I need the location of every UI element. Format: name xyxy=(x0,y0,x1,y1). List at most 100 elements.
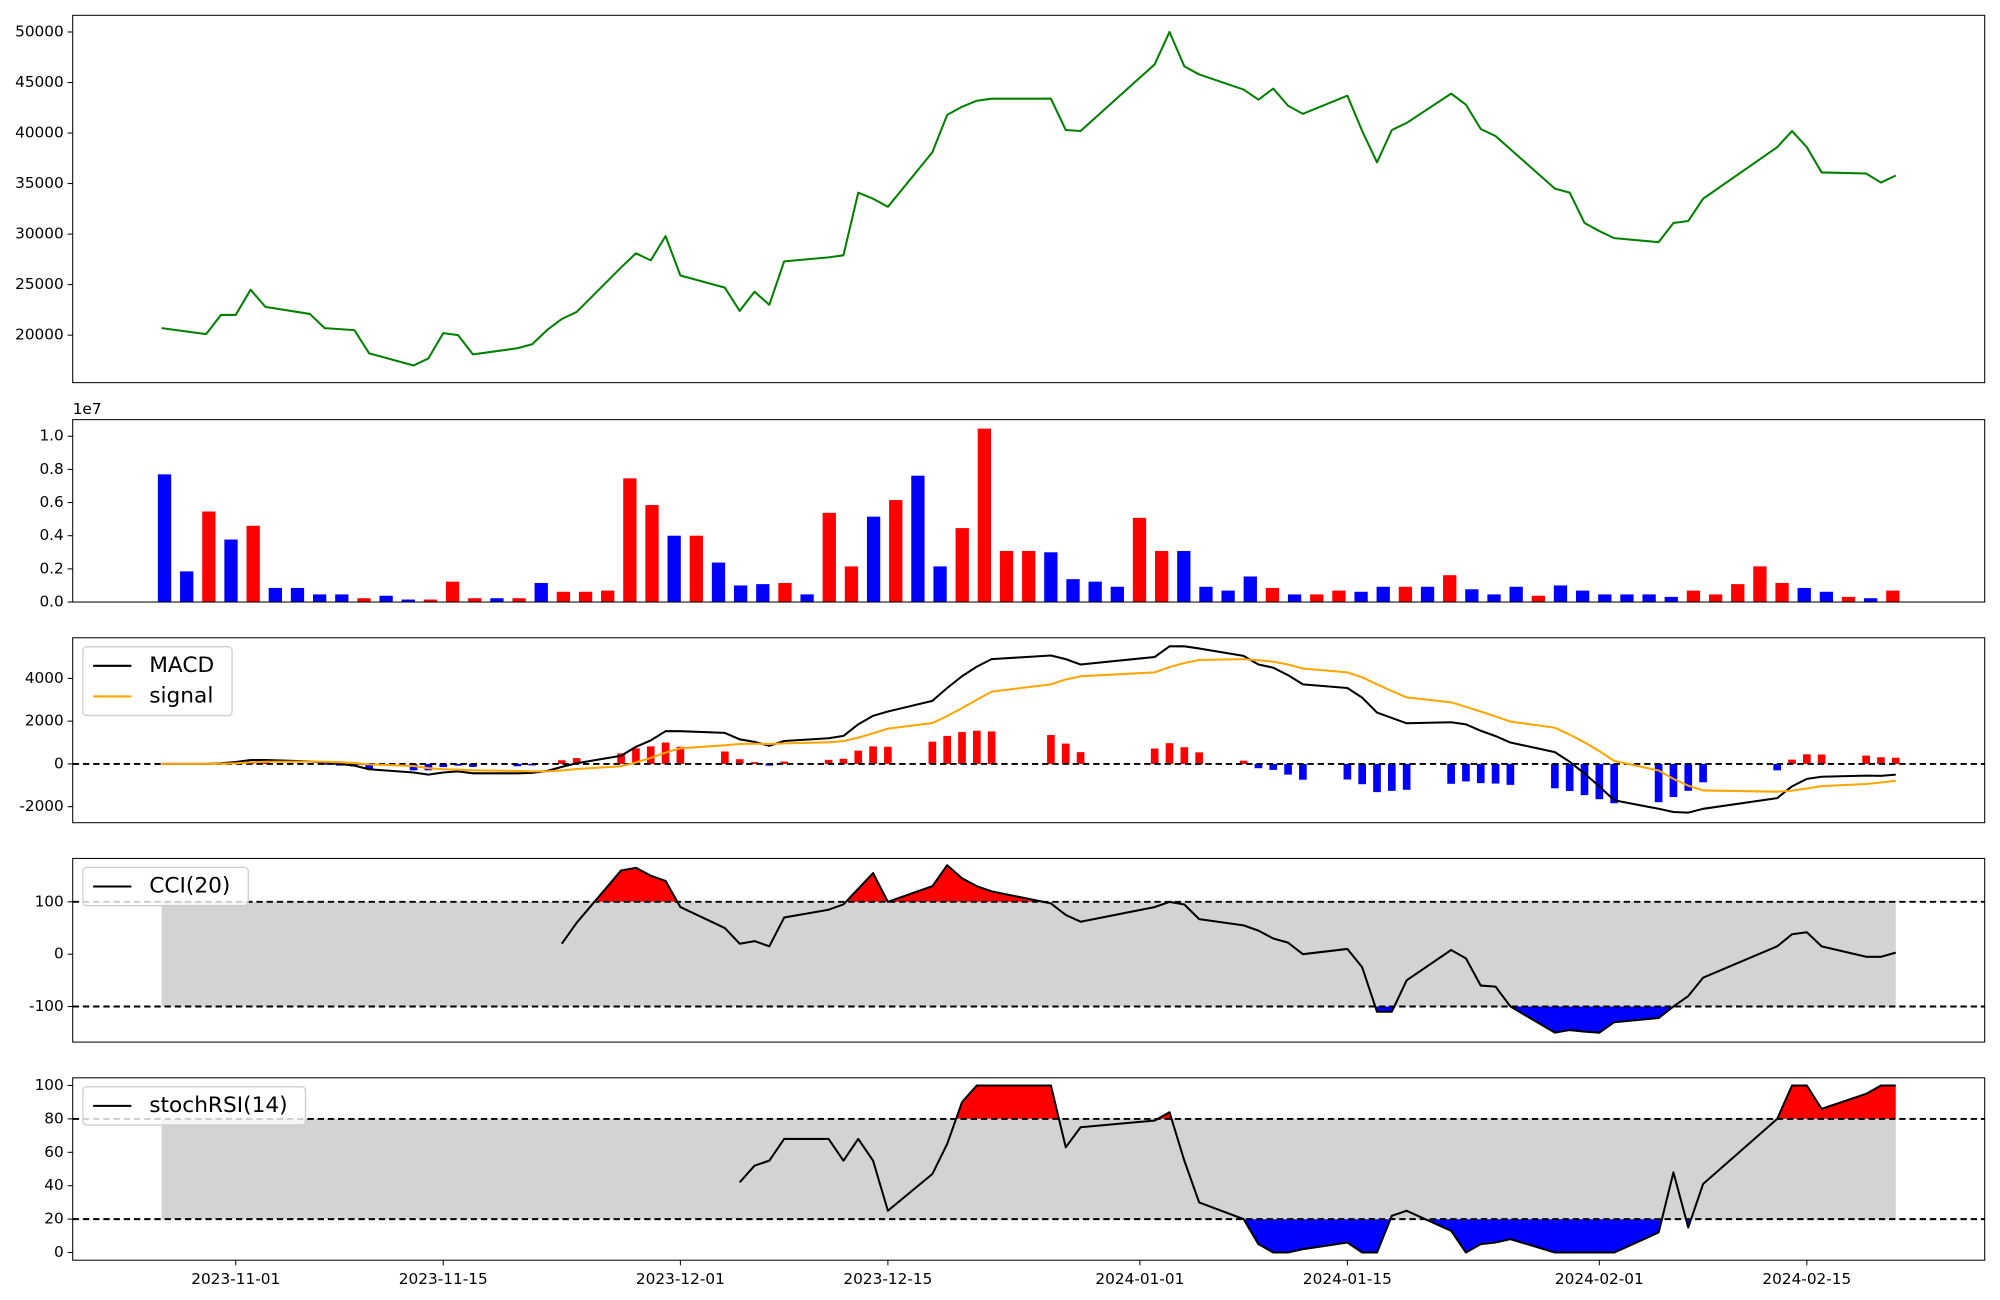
histogram-bar xyxy=(1506,763,1515,785)
y-tick-label: 0.8 xyxy=(39,460,63,478)
volume-bar xyxy=(490,598,504,603)
volume-bar xyxy=(202,511,216,603)
volume-bar xyxy=(645,505,659,603)
volume-bar xyxy=(999,550,1014,603)
volume-bar xyxy=(866,516,881,603)
x-tick-label: 2024-02-01 xyxy=(1555,1270,1644,1288)
histogram-bar xyxy=(365,763,373,769)
volume-bar xyxy=(1664,596,1678,603)
volume-bar xyxy=(1819,591,1834,603)
y-tick-label: 1.0 xyxy=(39,427,63,445)
volume-bar xyxy=(1509,586,1523,603)
volume-bar xyxy=(1731,584,1745,603)
line xyxy=(161,658,1896,793)
axes-frame xyxy=(72,419,1986,603)
volume-bar xyxy=(1132,517,1147,603)
histogram-bar xyxy=(261,762,270,764)
y-tick-label: 100 xyxy=(35,1076,64,1094)
volume-bar xyxy=(468,598,482,603)
histogram-bar xyxy=(987,731,996,764)
y-tick-label: 40 xyxy=(44,1176,63,1194)
legend-box xyxy=(82,646,233,717)
histogram-bar xyxy=(1358,763,1367,785)
volume-bar xyxy=(933,566,947,603)
histogram-bar xyxy=(1284,763,1292,775)
histogram-bar xyxy=(632,748,640,764)
histogram-bar xyxy=(721,751,729,764)
histogram-bar xyxy=(780,761,788,764)
line xyxy=(560,864,1897,1034)
volume-bar xyxy=(423,599,438,603)
volume-bar xyxy=(733,585,748,603)
histogram-bar xyxy=(1817,754,1826,764)
histogram-bar xyxy=(958,732,966,764)
histogram-bar xyxy=(1165,743,1174,764)
volume-bar xyxy=(357,598,371,603)
y-tick-label: 20 xyxy=(44,1210,63,1228)
x-tick-label: 2023-12-01 xyxy=(636,1270,725,1288)
histogram-bar xyxy=(884,746,892,764)
histogram-bar xyxy=(1195,752,1203,764)
histogram-bar xyxy=(1551,763,1559,789)
upper-fill xyxy=(739,1085,1896,1119)
volume-bar xyxy=(1243,576,1257,603)
histogram-bar xyxy=(439,763,448,768)
y-tick-label: 30000 xyxy=(15,225,64,243)
histogram-bar xyxy=(1462,763,1470,782)
histogram-bar xyxy=(1862,755,1870,764)
histogram-bar xyxy=(469,763,477,767)
histogram-bar xyxy=(1669,763,1678,798)
histogram-bar xyxy=(1239,760,1248,764)
histogram-bar xyxy=(972,730,981,764)
volume-bar xyxy=(290,587,305,603)
y-tick-label: 40000 xyxy=(15,124,64,142)
volume-bar xyxy=(1797,587,1811,603)
x-tick-label: 2024-02-15 xyxy=(1762,1270,1851,1288)
histogram-bar xyxy=(869,746,877,764)
y-tick-label: 80 xyxy=(44,1109,63,1127)
neutral-band xyxy=(161,1118,1896,1220)
x-tick-label: 2024-01-01 xyxy=(1095,1270,1184,1288)
volume-bar xyxy=(1487,594,1501,603)
histogram-bar xyxy=(557,760,566,764)
histogram-bar xyxy=(1684,763,1693,791)
y-tick-label: 0.6 xyxy=(39,493,63,511)
y-tick-label: 25000 xyxy=(15,275,64,293)
histogram-bar xyxy=(1580,763,1589,796)
volume-bar xyxy=(556,591,571,603)
histogram-bar xyxy=(1699,763,1707,783)
x-tick-label: 2023-12-15 xyxy=(843,1270,932,1288)
histogram-bar xyxy=(409,763,418,771)
line xyxy=(738,1084,1896,1254)
histogram-bar xyxy=(943,735,952,764)
histogram-bar xyxy=(1402,763,1411,790)
line xyxy=(161,645,1896,814)
y-tick-label: 100 xyxy=(35,892,64,910)
volume-bar xyxy=(1686,590,1701,603)
volume-bar xyxy=(1022,550,1036,603)
volume-bar xyxy=(1310,594,1324,603)
histogram-bar xyxy=(424,763,433,771)
y-tick-label: 45000 xyxy=(15,73,64,91)
legend-label: stochRSI(14) xyxy=(149,1093,287,1118)
volume-bar xyxy=(955,528,969,603)
volume-bar xyxy=(445,581,460,603)
volume-bar xyxy=(1553,585,1568,603)
volume-bar xyxy=(689,535,703,603)
histogram-bar xyxy=(1150,748,1159,764)
histogram-bar xyxy=(750,762,759,764)
volume-bar xyxy=(1265,587,1280,603)
volume-bar xyxy=(335,594,349,603)
histogram-bar xyxy=(1047,735,1055,764)
histogram-bar xyxy=(839,758,848,764)
y-tick-label: 50000 xyxy=(15,22,64,40)
volume-bar xyxy=(1620,594,1634,603)
x-tick-label: 2023-11-01 xyxy=(191,1270,280,1288)
histogram-bar xyxy=(735,759,744,764)
volume-bar xyxy=(1708,594,1723,603)
histogram-bar xyxy=(1891,757,1900,764)
histogram-bar xyxy=(824,759,833,764)
volume-bar xyxy=(224,539,238,603)
volume-bar xyxy=(1154,550,1169,603)
y-tick-label: 0.4 xyxy=(39,526,63,544)
